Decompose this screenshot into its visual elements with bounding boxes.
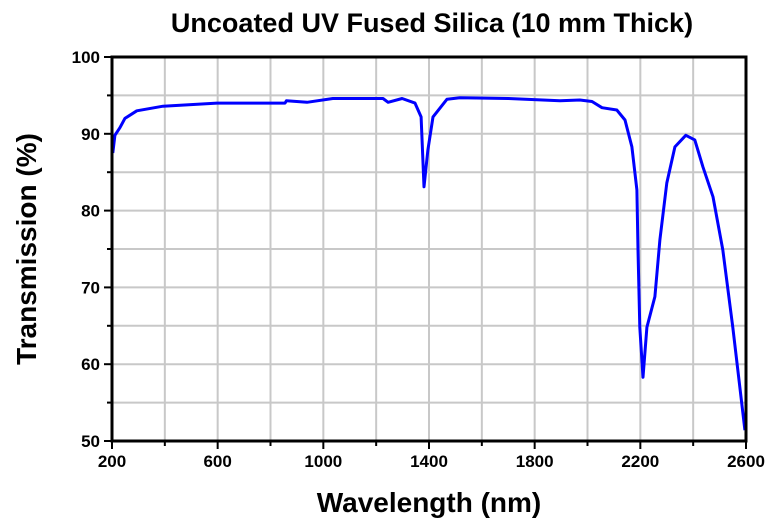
x-tick-label: 2600 — [727, 452, 765, 471]
y-tick-label: 80 — [81, 202, 100, 221]
series-line — [111, 96, 747, 431]
x-axis-label: Wavelength (nm) — [317, 487, 542, 518]
chart-title: Uncoated UV Fused Silica (10 mm Thick) — [171, 8, 693, 38]
y-axis-label: Transmission (%) — [11, 133, 42, 365]
x-tick-label: 1800 — [516, 452, 554, 471]
y-tick-label: 90 — [81, 125, 100, 144]
x-tick-label: 2200 — [621, 452, 659, 471]
y-tick-label: 70 — [81, 278, 100, 297]
grid — [112, 57, 746, 441]
x-tick-label: 1400 — [410, 452, 448, 471]
x-tick-label: 200 — [98, 452, 126, 471]
y-tick-label: 60 — [81, 355, 100, 374]
x-tick-label: 600 — [203, 452, 231, 471]
plot-frame — [110, 55, 748, 443]
y-tick-label: 50 — [81, 432, 100, 451]
y-tick-label: 100 — [72, 48, 100, 67]
ticks: 200 600 1000 1400 1800 2200 2600 50 60 70 80 90 100 — [72, 48, 765, 471]
x-tick-label: 1000 — [304, 452, 342, 471]
